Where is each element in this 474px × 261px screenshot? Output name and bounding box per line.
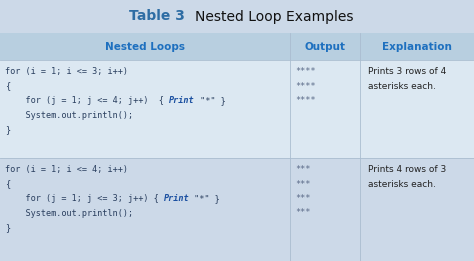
Text: for (i = 1; i <= 3; i++): for (i = 1; i <= 3; i++) bbox=[5, 67, 128, 76]
Text: System.out.println();: System.out.println(); bbox=[5, 110, 133, 120]
Text: Print: Print bbox=[169, 96, 195, 105]
Text: ****: **** bbox=[295, 96, 316, 105]
Text: Explanation: Explanation bbox=[382, 41, 452, 51]
Text: Output: Output bbox=[304, 41, 346, 51]
Text: {: { bbox=[5, 180, 10, 188]
Text: Nested Loops: Nested Loops bbox=[105, 41, 185, 51]
Bar bbox=[0, 60, 474, 158]
Text: "*" }: "*" } bbox=[195, 96, 225, 105]
Text: {: { bbox=[5, 81, 10, 91]
Text: }: } bbox=[5, 223, 10, 232]
Bar bbox=[0, 0, 474, 33]
Text: System.out.println();: System.out.println(); bbox=[5, 209, 133, 217]
Text: Prints 4 rows of 3: Prints 4 rows of 3 bbox=[368, 165, 446, 174]
Text: }: } bbox=[5, 125, 10, 134]
Text: asterisks each.: asterisks each. bbox=[368, 180, 436, 189]
Text: for (i = 1; i <= 4; i++): for (i = 1; i <= 4; i++) bbox=[5, 165, 128, 174]
Text: Table 3: Table 3 bbox=[129, 9, 195, 23]
Bar bbox=[0, 158, 474, 261]
Text: ****: **** bbox=[295, 67, 316, 76]
Text: ***: *** bbox=[295, 194, 310, 203]
Bar bbox=[0, 33, 474, 60]
Text: "*" }: "*" } bbox=[190, 194, 220, 203]
Text: Nested Loop Examples: Nested Loop Examples bbox=[195, 9, 354, 23]
Text: for (j = 1; j <= 4; j++)  {: for (j = 1; j <= 4; j++) { bbox=[5, 96, 169, 105]
Text: asterisks each.: asterisks each. bbox=[368, 82, 436, 91]
Text: for (j = 1; j <= 3; j++) {: for (j = 1; j <= 3; j++) { bbox=[5, 194, 164, 203]
Text: Prints 3 rows of 4: Prints 3 rows of 4 bbox=[368, 67, 446, 76]
Text: ***: *** bbox=[295, 209, 310, 217]
Text: Print: Print bbox=[164, 194, 190, 203]
Text: ***: *** bbox=[295, 165, 310, 174]
Text: ***: *** bbox=[295, 180, 310, 188]
Text: ****: **** bbox=[295, 81, 316, 91]
